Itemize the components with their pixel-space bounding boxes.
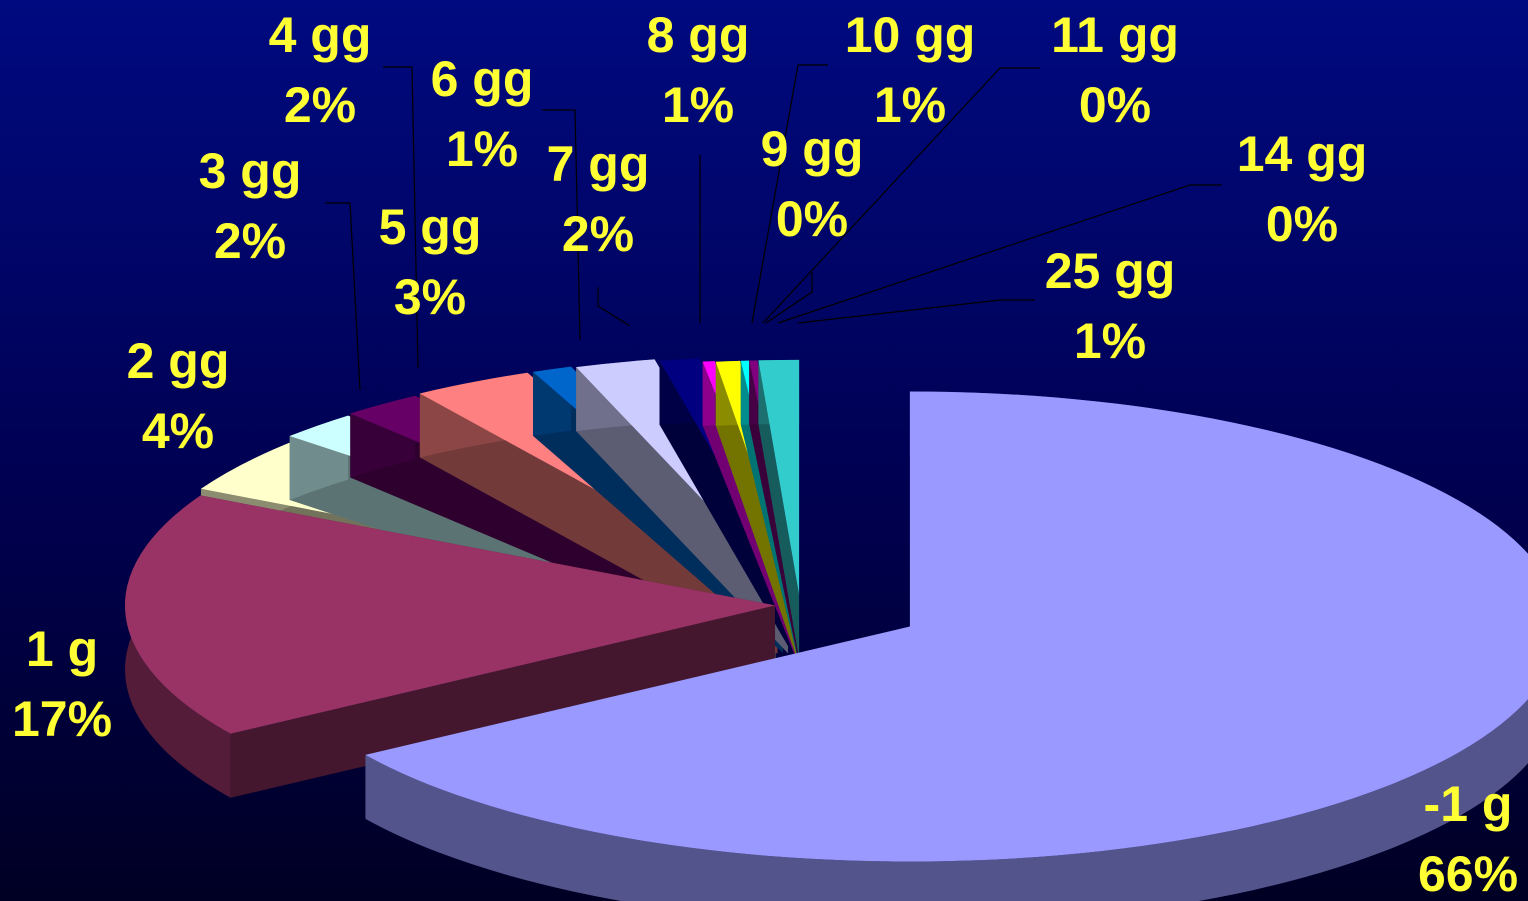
slice-label: 25 gg [1045, 243, 1176, 299]
slice-percent: 0% [1079, 77, 1151, 133]
slice-percent: 1% [874, 77, 946, 133]
slice-label: 14 gg [1237, 126, 1368, 182]
slice-label: 9 gg [761, 121, 864, 177]
leader-line [797, 299, 1035, 324]
pie-slice-rim [365, 391, 1528, 901]
slice-label: 11 gg [1051, 7, 1179, 63]
leader-line [762, 67, 1040, 324]
slice-label: 6 gg [431, 51, 534, 107]
slice-percent: 1% [662, 77, 734, 133]
leader-line [542, 109, 581, 341]
pie-slice-wall [576, 367, 789, 654]
slice-label: 3 gg [199, 143, 302, 199]
slice-percent: 1% [446, 121, 518, 177]
slice-label: 1 g [26, 621, 98, 677]
leader-line [597, 287, 631, 327]
pie-slice [365, 391, 1528, 901]
leader-lines [325, 64, 1222, 391]
leader-line [751, 64, 828, 324]
pie-slice-wall [715, 361, 798, 659]
slice-percent: 0% [1266, 196, 1338, 252]
leader-line [383, 66, 419, 369]
slice-percent: 4% [142, 403, 214, 459]
pie-slice-wall [419, 393, 778, 654]
slice-label: 2 gg [127, 333, 230, 389]
slice-label: 7 gg [547, 136, 650, 192]
slice-percent: 1% [1074, 313, 1146, 369]
slice-labels: -1 g 66% 1 g 17% 2 gg 4% 3 gg 2% 4 gg 2% 5 gg 3% 6 g… [12, 7, 1518, 901]
slice-percent: 3% [394, 269, 466, 325]
pie-slice-wall [659, 360, 794, 655]
leader-line [325, 202, 361, 391]
pie-slice-top [125, 495, 776, 734]
slice-label: -1 g [1424, 776, 1513, 832]
slice-percent: 2% [214, 213, 286, 269]
slice-percent: 2% [562, 206, 634, 262]
slice-label: 8 gg [647, 7, 750, 63]
slice-label: 5 gg [379, 199, 482, 255]
pie-slice-wall [758, 360, 800, 659]
slice-label: 10 gg [845, 7, 976, 63]
pie-slice [125, 495, 776, 798]
pie-slice-top [758, 359, 800, 595]
slice-label: 4 gg [269, 7, 372, 63]
slice-percent: 2% [284, 77, 356, 133]
leader-line [765, 272, 813, 324]
leader-line [777, 184, 1222, 324]
slice-percent: 17% [12, 691, 112, 747]
pie-slice [758, 359, 800, 659]
pie-slices [125, 358, 1528, 901]
slice-percent: 0% [776, 191, 848, 247]
pie-slice-wall [230, 605, 776, 798]
slice-percent: 66% [1418, 846, 1518, 901]
pie-slice-top [365, 391, 1528, 862]
